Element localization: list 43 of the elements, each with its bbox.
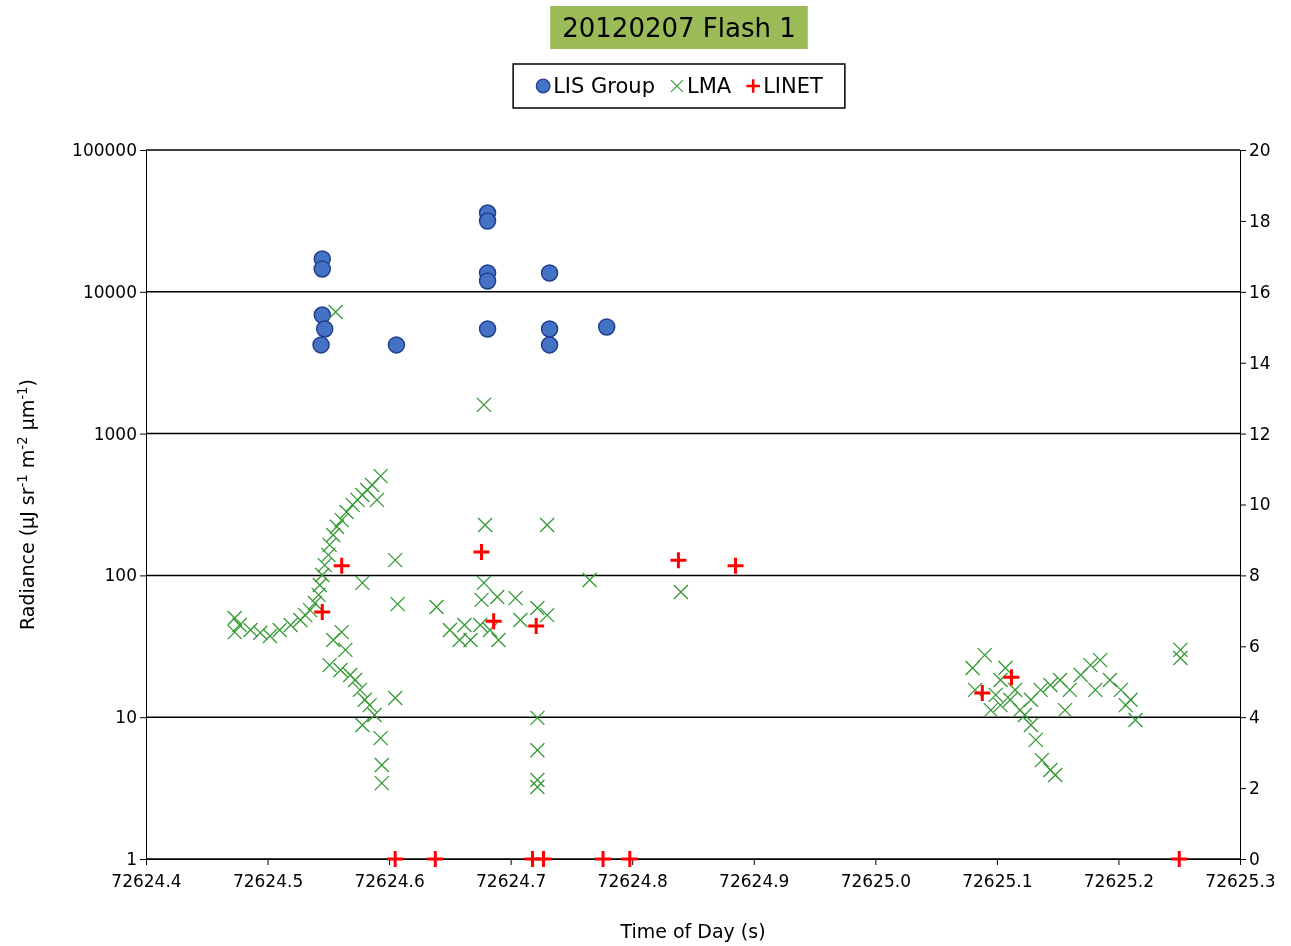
point bbox=[597, 318, 616, 336]
x-tick-label: 72625.0 bbox=[840, 870, 911, 891]
point bbox=[540, 336, 559, 354]
y2-tick-label: 18 bbox=[1249, 210, 1271, 231]
x-tick-label: 72624.6 bbox=[354, 870, 425, 891]
y2-tick-label: 0 bbox=[1249, 848, 1260, 869]
y-tick-label: 100 bbox=[104, 565, 137, 586]
y2-tick-label: 10 bbox=[1249, 494, 1271, 515]
y2-tick-label: 4 bbox=[1249, 707, 1260, 728]
chart-title: 20120207 Flash 1 bbox=[562, 13, 796, 43]
y2-tick-label: 14 bbox=[1249, 352, 1271, 373]
y2-tick-label: 16 bbox=[1249, 281, 1271, 302]
legend-label: LMA bbox=[686, 74, 732, 98]
point bbox=[312, 336, 330, 354]
point bbox=[478, 272, 497, 290]
point bbox=[540, 264, 559, 282]
y-tick-label: 1 bbox=[126, 848, 137, 869]
y-tick-label: 10000 bbox=[82, 281, 137, 302]
point bbox=[315, 320, 334, 338]
y2-tick-label: 12 bbox=[1249, 423, 1271, 444]
point bbox=[540, 320, 559, 338]
y2-tick-label: 2 bbox=[1249, 778, 1260, 799]
x-tick-label: 72624.5 bbox=[232, 870, 304, 891]
x-tick-label: 72624.8 bbox=[597, 870, 668, 891]
x-tick-label: 72624.7 bbox=[476, 870, 547, 891]
legend-label: LINET bbox=[763, 74, 824, 98]
point bbox=[478, 320, 497, 338]
y-tick-label: 10 bbox=[115, 707, 137, 728]
y-tick-label: 1000 bbox=[93, 423, 137, 444]
x-tick-label: 72624.9 bbox=[719, 870, 790, 891]
point bbox=[478, 212, 497, 230]
y2-tick-label: 20 bbox=[1249, 139, 1271, 160]
y2-tick-label: 6 bbox=[1249, 636, 1260, 657]
x-tick-label: 72625.2 bbox=[1083, 870, 1155, 891]
x-tick-label: 72624.4 bbox=[111, 870, 182, 891]
x-tick-label: 72625.1 bbox=[962, 870, 1033, 891]
point bbox=[313, 260, 332, 278]
x-axis-title: Time of Day (s) bbox=[619, 920, 766, 942]
x-tick-label: 72625.3 bbox=[1205, 870, 1276, 891]
y-tick-label: 100000 bbox=[72, 139, 137, 160]
legend-label: LIS Group bbox=[553, 74, 655, 98]
point bbox=[387, 336, 406, 354]
y2-tick-label: 8 bbox=[1249, 565, 1260, 586]
